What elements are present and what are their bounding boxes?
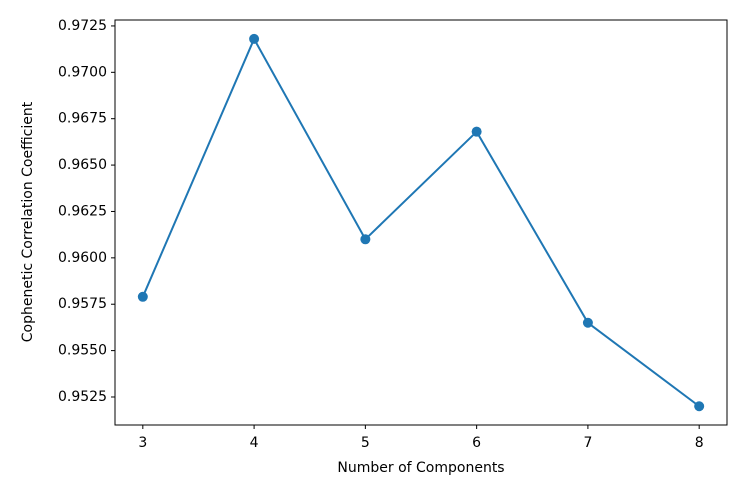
y-tick-label: 0.9725 [58, 18, 107, 34]
y-tick-label: 0.9575 [58, 296, 107, 312]
x-tick-label: 8 [695, 435, 704, 451]
x-tick-label: 3 [138, 435, 147, 451]
point [582, 317, 593, 328]
x-axis-label: Number of Components [337, 460, 504, 476]
x-tick-label: 5 [361, 435, 370, 451]
point [694, 401, 705, 412]
y-tick-label: 0.9650 [58, 157, 107, 173]
y-tick-label: 0.9525 [58, 389, 107, 405]
point [360, 234, 371, 245]
y-axis-label: Cophenetic Correlation Coefficient [20, 101, 36, 342]
x-tick-label: 6 [472, 435, 481, 451]
x-tick-label: 7 [583, 435, 592, 451]
x-tick-label: 4 [250, 435, 259, 451]
y-tick-label: 0.9625 [58, 203, 107, 219]
point [249, 33, 260, 44]
point [137, 291, 148, 302]
point [471, 126, 482, 137]
y-tick-label: 0.9550 [58, 343, 107, 359]
y-tick-label: 0.9600 [58, 250, 107, 266]
series-line [141, 36, 700, 408]
y-tick-label: 0.9700 [58, 64, 107, 80]
axes-frame [114, 19, 728, 426]
y-tick-label: 0.9675 [58, 111, 107, 127]
